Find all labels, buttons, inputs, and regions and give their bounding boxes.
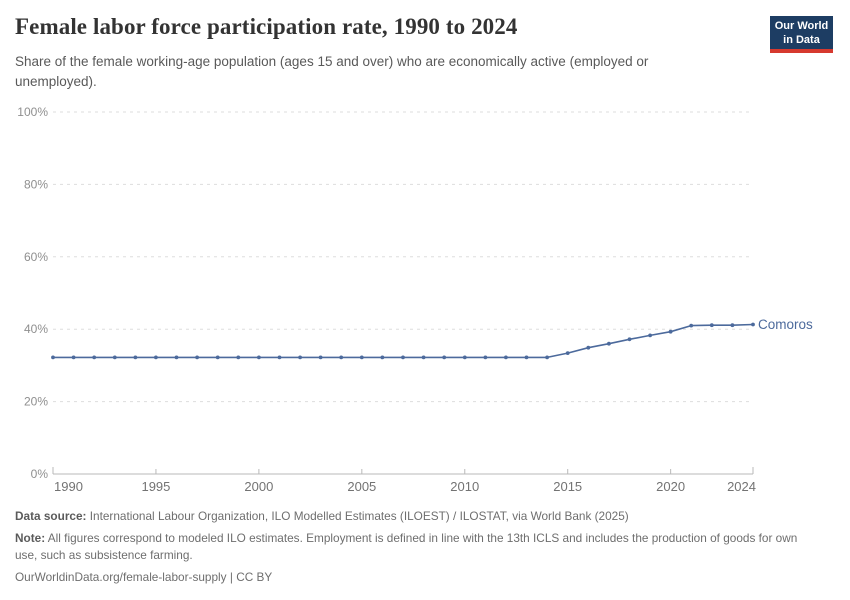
owid-logo[interactable]: Our World in Data <box>770 16 833 54</box>
data-source-line: Data source: International Labour Organi… <box>15 508 815 526</box>
data-point-comoros-2003[interactable] <box>318 355 323 360</box>
data-point-comoros-2014[interactable] <box>545 355 549 360</box>
data-point-comoros-1996[interactable] <box>174 355 179 360</box>
x-tick-label-2010: 2010 <box>450 479 479 494</box>
data-point-comoros-1998[interactable] <box>215 355 220 360</box>
y-tick-label-40: 40% <box>24 322 48 336</box>
license-label: CC BY <box>236 570 273 585</box>
data-point-comoros-2002[interactable] <box>298 355 302 360</box>
data-point-comoros-1995[interactable] <box>154 355 158 360</box>
data-point-comoros-1994[interactable] <box>133 355 138 360</box>
data-point-comoros-2015[interactable] <box>565 351 570 355</box>
data-point-comoros-1997[interactable] <box>195 355 200 360</box>
chart-subtitle: Share of the female working-age populati… <box>15 54 649 89</box>
x-tick-label-2020: 2020 <box>656 479 685 494</box>
series-label-comoros[interactable]: Comoros <box>758 317 813 332</box>
data-point-comoros-2010[interactable] <box>462 355 467 360</box>
chart-footer: Data source: International Labour Organi… <box>15 508 815 591</box>
data-point-comoros-2019[interactable] <box>648 333 652 338</box>
data-point-comoros-2016[interactable] <box>586 345 591 350</box>
data-point-comoros-2012[interactable] <box>504 355 508 360</box>
data-point-comoros-2023[interactable] <box>730 323 735 328</box>
data-point-comoros-2020[interactable] <box>668 329 673 334</box>
data-point-comoros-2000[interactable] <box>257 355 261 360</box>
y-tick-label-80: 80% <box>24 177 48 191</box>
owid-logo-line1: Our World <box>774 20 829 32</box>
x-tick-label-1995: 1995 <box>141 479 170 494</box>
data-point-comoros-1992[interactable] <box>92 355 97 360</box>
x-tick-label-1990: 1990 <box>54 479 83 494</box>
data-point-comoros-2009[interactable] <box>442 355 447 360</box>
data-point-comoros-2004[interactable] <box>339 355 344 360</box>
x-tick-label-2000: 2000 <box>244 479 273 494</box>
note-label: Note: <box>15 530 46 545</box>
data-point-comoros-2017[interactable] <box>607 341 611 346</box>
data-point-comoros-1999[interactable] <box>236 355 241 360</box>
y-tick-label-100: 100% <box>17 105 48 119</box>
data-point-comoros-2013[interactable] <box>524 355 529 360</box>
data-point-comoros-2008[interactable] <box>421 355 426 360</box>
y-tick-label-60: 60% <box>24 250 48 264</box>
data-point-comoros-2011[interactable] <box>483 355 488 360</box>
data-point-comoros-1990[interactable] <box>51 355 55 360</box>
chart-title: Female labor force participation rate, 1… <box>15 14 518 39</box>
data-point-comoros-2021[interactable] <box>689 323 694 328</box>
data-point-comoros-1991[interactable] <box>71 355 76 360</box>
data-point-comoros-2024[interactable] <box>751 322 755 327</box>
owid-logo-line2: in Data <box>783 34 820 47</box>
owid-url-link[interactable]: OurWorldinData.org/female-labor-supply <box>15 570 227 585</box>
x-tick-label-2024: 2024 <box>727 479 756 494</box>
y-tick-label-0: 0% <box>31 467 49 481</box>
line-chart-canvas: 0% 20% 40% 60% 80% 100% 1990 1995 2000 2005 2010 20… <box>17 105 813 494</box>
note-line: Note: All figures correspond to modeled … <box>15 530 815 565</box>
data-point-comoros-2007[interactable] <box>401 355 405 360</box>
data-point-comoros-2005[interactable] <box>359 355 364 360</box>
data-source-text: International Labour Organization, ILO M… <box>86 509 629 523</box>
citation-line: OurWorldinData.org/female-labor-supply |… <box>15 569 815 587</box>
data-point-comoros-2022[interactable] <box>709 323 714 328</box>
data-point-comoros-2006[interactable] <box>380 355 385 360</box>
y-tick-label-20: 20% <box>24 395 48 409</box>
data-point-comoros-2001[interactable] <box>277 355 282 360</box>
note-text: All figures correspond to modeled ILO es… <box>15 530 798 563</box>
citation-separator: | <box>226 570 237 585</box>
data-source-label: Data source: <box>15 509 87 523</box>
x-tick-label-2015: 2015 <box>553 479 582 494</box>
data-point-comoros-2018[interactable] <box>627 337 632 342</box>
x-tick-label-2005: 2005 <box>347 479 376 494</box>
data-point-comoros-1993[interactable] <box>112 355 117 360</box>
